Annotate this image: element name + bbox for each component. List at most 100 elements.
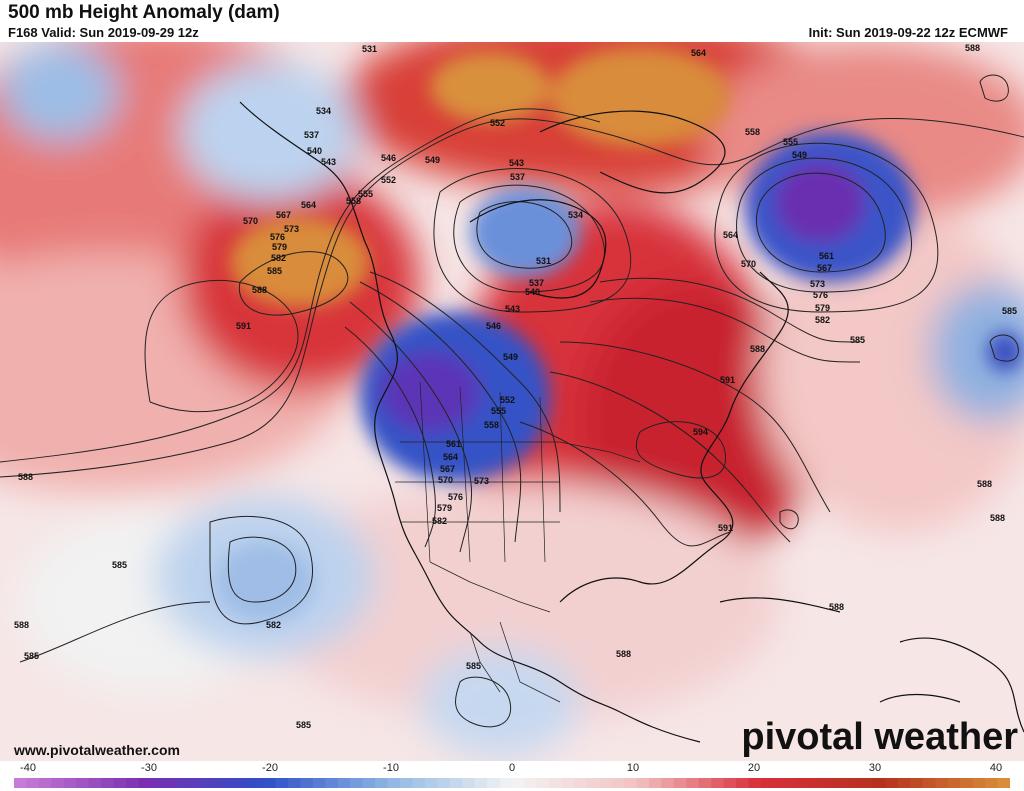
contour-label: 570 <box>438 475 453 485</box>
colorbar-swatch <box>997 778 1010 788</box>
colorbar-swatch <box>487 778 501 788</box>
colorbar-swatch <box>524 778 538 788</box>
colorbar-swatch <box>599 778 613 788</box>
contour-label: 564 <box>301 200 316 210</box>
contour-label: 591 <box>720 375 735 385</box>
colorbar-swatch <box>375 778 389 788</box>
contour-label: 549 <box>425 155 440 165</box>
colorbar-tick-label: 40 <box>989 762 1003 774</box>
contour-label: 567 <box>440 464 455 474</box>
contour-label: 582 <box>271 253 286 263</box>
contour-label: 552 <box>490 118 505 128</box>
contour-label: 588 <box>965 43 980 53</box>
contour-label: 555 <box>783 137 798 147</box>
colorbar-swatch <box>101 778 115 788</box>
colorbar-swatch <box>350 778 364 788</box>
colorbar-swatch <box>960 778 974 788</box>
colorbar-swatch <box>51 778 65 788</box>
colorbar-swatch <box>337 778 351 788</box>
colorbar-swatch <box>624 778 638 788</box>
colorbar-swatch <box>63 778 77 788</box>
colorbar-swatch <box>474 778 488 788</box>
contour-label: 579 <box>272 242 287 252</box>
colorbar-swatch <box>113 778 127 788</box>
colorbar-swatch <box>947 778 961 788</box>
colorbar-swatch <box>14 778 28 788</box>
colorbar-swatch <box>300 778 314 788</box>
colorbar-swatch <box>238 778 252 788</box>
colorbar-swatch <box>549 778 563 788</box>
colorbar-swatch <box>150 778 164 788</box>
contour-label: 555 <box>491 406 506 416</box>
contour-labels: 531 534 537 540 543 546 549 552 555 558 … <box>14 43 1017 730</box>
contour-label: 543 <box>509 158 524 168</box>
website-url: www.pivotalweather.com <box>14 742 180 758</box>
colorbar-swatch <box>536 778 550 788</box>
contour-label: 534 <box>316 106 331 116</box>
colorbar-swatch <box>910 778 924 788</box>
colorbar-tick-label: 20 <box>747 762 761 774</box>
colorbar-swatch <box>387 778 401 788</box>
contour-label: 579 <box>815 303 830 313</box>
contour-label: 564 <box>723 230 738 240</box>
contour-label: 585 <box>296 720 311 730</box>
colorbar-swatch <box>922 778 936 788</box>
colorbar-swatch <box>561 778 575 788</box>
colorbar-swatch <box>188 778 202 788</box>
colorbar-swatch <box>312 778 326 788</box>
contour-label: 588 <box>829 602 844 612</box>
contour-label: 588 <box>977 479 992 489</box>
colorbar-swatch <box>835 778 849 788</box>
contour-label: 552 <box>500 395 515 405</box>
contour-label: 585 <box>1002 306 1017 316</box>
political-borders <box>395 381 641 703</box>
colorbar-tick-labels: -40 -30 -20 -10 0 10 20 30 40 <box>0 762 1024 776</box>
colorbar-swatch <box>126 778 140 788</box>
contour-label: 585 <box>850 335 865 345</box>
colorbar-swatch <box>611 778 625 788</box>
colorbar-swatch <box>810 778 824 788</box>
contour-label: 585 <box>24 651 39 661</box>
colorbar-swatch <box>462 778 476 788</box>
colorbar-swatch <box>748 778 762 788</box>
contour-label: 582 <box>432 516 447 526</box>
contour-label: 585 <box>112 560 127 570</box>
anomaly-map: 531 534 537 540 543 546 549 552 555 558 … <box>0 42 1024 761</box>
colorbar <box>14 778 1010 788</box>
contour-label: 564 <box>691 48 706 58</box>
colorbar-swatch <box>586 778 600 788</box>
colorbar-swatch <box>823 778 837 788</box>
colorbar-tick-label: 0 <box>508 762 516 774</box>
colorbar-swatch <box>673 778 687 788</box>
colorbar-swatch <box>798 778 812 788</box>
colorbar-swatch <box>138 778 152 788</box>
contour-label: 585 <box>466 661 481 671</box>
contour-label: 570 <box>243 216 258 226</box>
colorbar-swatch <box>225 778 239 788</box>
colorbar-swatch <box>200 778 214 788</box>
contour-label: 573 <box>474 476 489 486</box>
init-time: Init: Sun 2019-09-22 12z ECMWF <box>808 25 1008 40</box>
contour-label: 576 <box>270 232 285 242</box>
contour-label: 567 <box>817 263 832 273</box>
contour-label: 579 <box>437 503 452 513</box>
colorbar-tick-label: -40 <box>20 762 36 774</box>
colorbar-swatch <box>263 778 277 788</box>
contour-label: 573 <box>284 224 299 234</box>
colorbar-swatch <box>723 778 737 788</box>
colorbar-swatch <box>175 778 189 788</box>
contour-label: 588 <box>750 344 765 354</box>
contour-label: 549 <box>503 352 518 362</box>
colorbar-swatch <box>661 778 675 788</box>
contour-label: 573 <box>810 279 825 289</box>
colorbar-tick-label: 10 <box>626 762 640 774</box>
contour-label: 543 <box>505 304 520 314</box>
colorbar-swatch <box>38 778 52 788</box>
contour-label: 534 <box>568 210 583 220</box>
colorbar-tick-label: -10 <box>383 762 399 774</box>
colorbar-swatch <box>773 778 787 788</box>
contour-label: 540 <box>525 287 540 297</box>
height-contours <box>0 74 1024 728</box>
colorbar-swatch <box>935 778 949 788</box>
contour-label: 537 <box>529 278 544 288</box>
